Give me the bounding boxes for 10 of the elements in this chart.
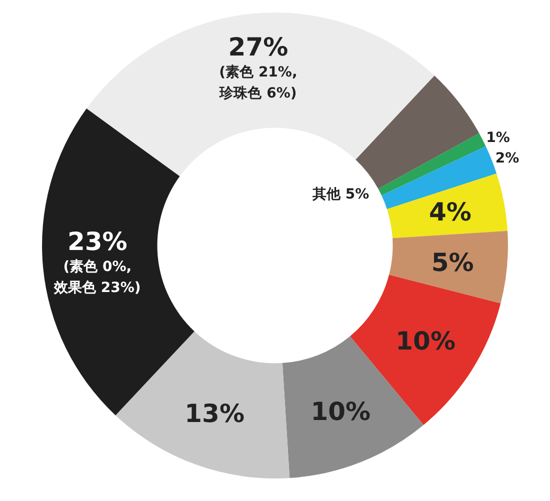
data-label: 27% (素色 21%, 珍珠色 6%) <box>218 32 298 102</box>
data-label: 4% <box>428 198 472 227</box>
data-label: 23% (素色 0%, 效果色 23%) <box>53 226 141 296</box>
data-label: 其他 5% <box>312 186 370 202</box>
data-label: 10% <box>396 326 456 356</box>
data-label: 10% <box>310 396 371 426</box>
data-label: 2% <box>495 150 520 166</box>
data-label: 5% <box>431 248 474 277</box>
data-label: 13% <box>184 398 245 428</box>
data-label: 1% <box>486 130 510 146</box>
